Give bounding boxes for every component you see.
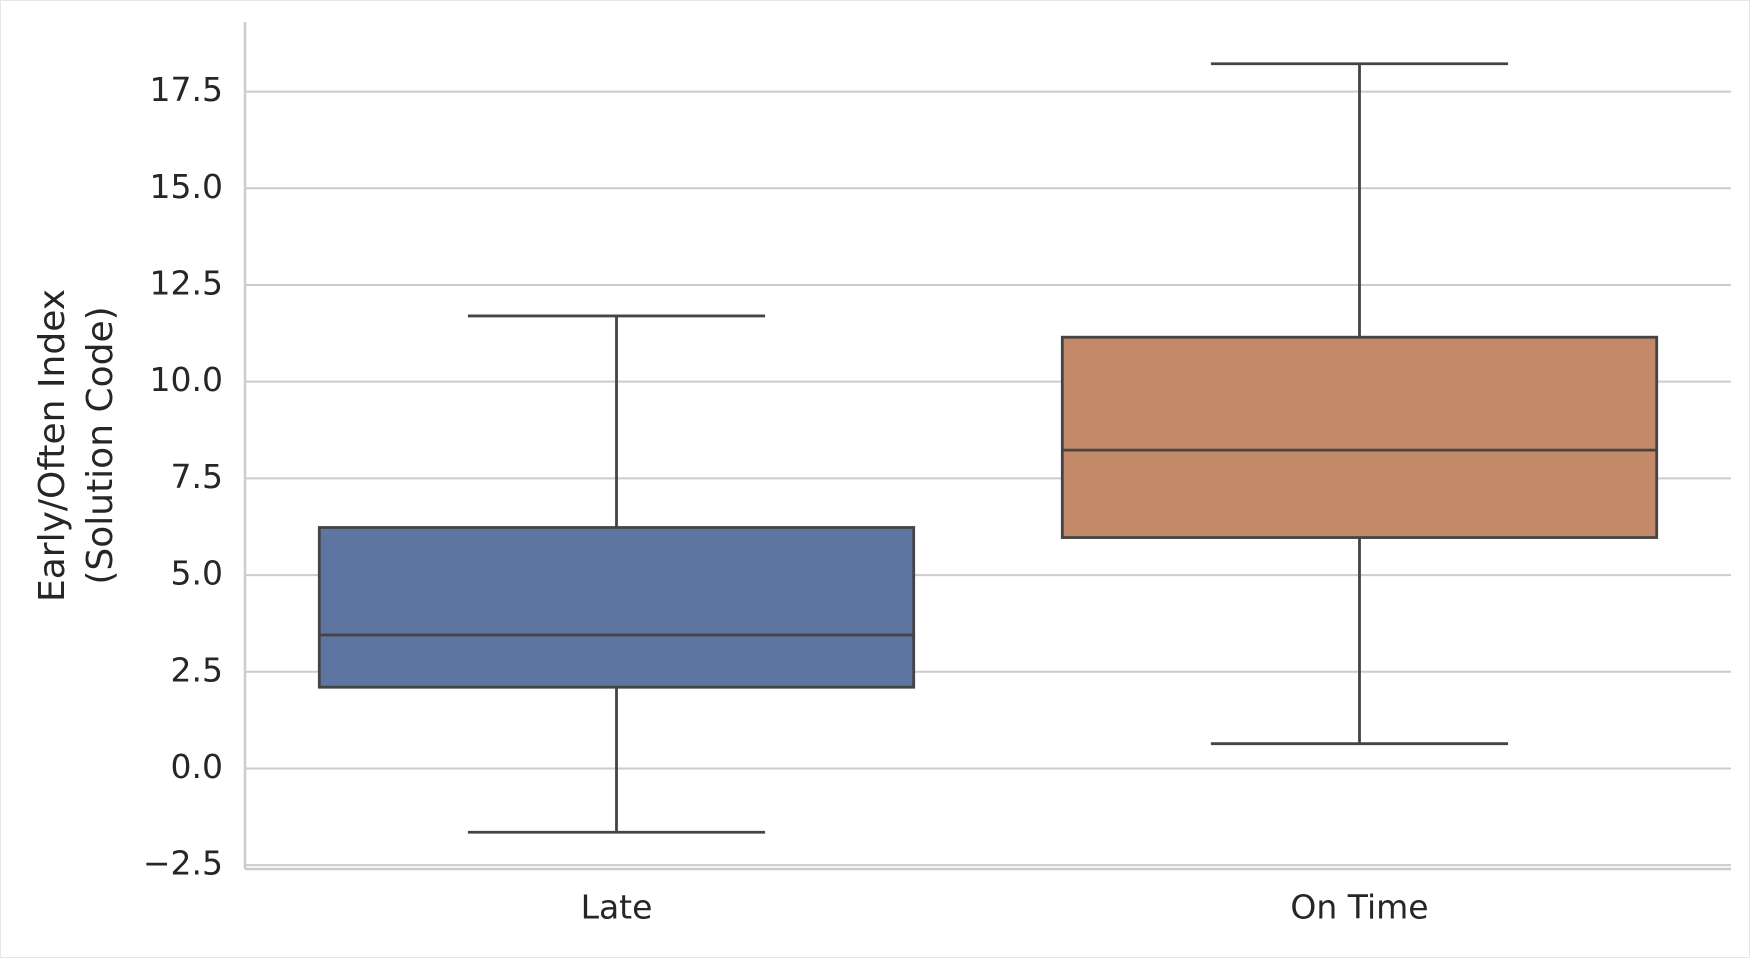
box — [317, 526, 916, 689]
y-axis-label: Early/Often Index (Solution Code) — [32, 289, 121, 602]
box — [1060, 335, 1659, 539]
y-tick-label: 17.5 — [150, 70, 223, 109]
x-tick-label: Late — [581, 888, 653, 927]
y-axis-label-line: Early/Often Index — [32, 289, 73, 602]
x-tick-label: On Time — [1290, 888, 1428, 927]
y-tick-label: 7.5 — [171, 457, 223, 496]
y-tick-label: 12.5 — [150, 263, 223, 302]
y-tick-label: 2.5 — [171, 650, 223, 689]
y-tick-label: 0.0 — [171, 747, 223, 786]
y-tick-label: 15.0 — [150, 167, 223, 206]
y-tick-label: 10.0 — [150, 360, 223, 399]
y-tick-label: 5.0 — [171, 554, 223, 593]
y-tick-label: −2.5 — [143, 844, 223, 883]
y-axis-label-line: (Solution Code) — [80, 306, 121, 584]
